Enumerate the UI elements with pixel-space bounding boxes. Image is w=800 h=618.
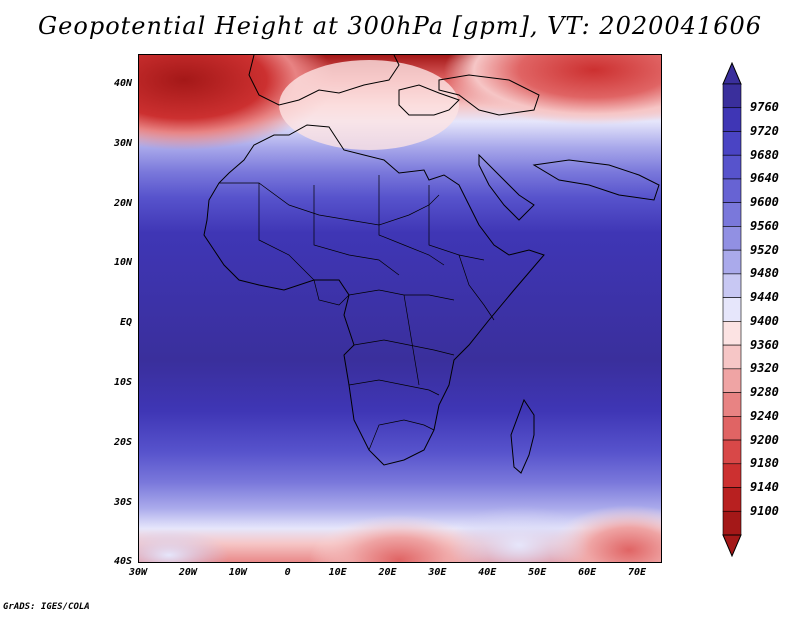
colorbar-top-arrow xyxy=(722,62,742,85)
colorbar-swatch xyxy=(722,439,742,465)
colorbar-swatch xyxy=(722,226,742,251)
colorbar-level-label: 9440 xyxy=(750,290,779,305)
colorbar-level-label: 9240 xyxy=(750,408,779,423)
lat-tick-label: 20S xyxy=(113,436,132,448)
colorbar-swatch xyxy=(722,392,742,417)
colorbar-swatch xyxy=(722,154,742,180)
coastlines xyxy=(203,55,660,474)
colorbar-level-label: 9140 xyxy=(750,480,779,495)
lat-tick-label: 30S xyxy=(113,496,132,508)
colorbar-bottom-arrow xyxy=(722,534,742,557)
colorbar-swatch xyxy=(722,178,742,203)
colorbar-swatch xyxy=(722,321,742,346)
colorbar-swatch xyxy=(722,83,742,109)
colorbar-swatch xyxy=(722,273,742,298)
lon-tick-label: 10E xyxy=(328,567,347,578)
colorbar-level-label: 9100 xyxy=(750,503,779,518)
lon-tick-label: 50E xyxy=(528,567,547,578)
colorbar-swatch xyxy=(722,368,742,393)
lon-tick-label: 30W xyxy=(128,567,148,578)
colorbar-swatch xyxy=(722,463,742,488)
country-borders xyxy=(219,175,495,451)
colorbar-swatch xyxy=(722,344,742,370)
colorbar-swatch xyxy=(722,416,742,441)
lon-tick-label: 40E xyxy=(478,567,497,578)
lat-tick-label: 20N xyxy=(113,197,132,209)
colorbar-level-label: 9360 xyxy=(750,337,779,352)
map-panel xyxy=(138,54,662,563)
lat-tick-label: 40N xyxy=(113,78,132,89)
colorbar-level-label: 9180 xyxy=(750,456,779,471)
lat-tick-label: 40S xyxy=(113,556,132,568)
geopotential-field xyxy=(139,55,661,562)
lon-tick-label: 0 xyxy=(284,567,291,578)
colorbar xyxy=(722,62,742,557)
colorbar-swatch xyxy=(722,297,742,322)
colorbar-swatch xyxy=(722,107,742,132)
colorbar-swatch xyxy=(722,249,742,275)
colorbar-level-label: 9280 xyxy=(750,385,779,400)
colorbar-swatch xyxy=(722,487,742,512)
lon-tick-label: 10W xyxy=(228,567,247,578)
lat-tick-label: 10S xyxy=(113,377,132,388)
lon-tick-label: 20E xyxy=(378,567,397,578)
lat-tick-label: 10N xyxy=(113,257,132,269)
lon-tick-label: 20W xyxy=(178,567,197,578)
colorbar-level-label: 9400 xyxy=(750,313,779,328)
colorbar-level-label: 9640 xyxy=(750,171,779,186)
lat-tick-label: EQ xyxy=(119,317,132,329)
lon-tick-label: 60E xyxy=(578,567,597,578)
colorbar-level-label: 9760 xyxy=(750,100,779,115)
footer-credit: GrADS: IGES/COLA xyxy=(3,602,90,612)
colorbar-level-label: 9680 xyxy=(750,147,779,162)
lat-tick-label: 30N xyxy=(113,137,132,149)
colorbar-level-label: 9600 xyxy=(750,195,779,210)
colorbar-level-label: 9200 xyxy=(750,432,779,447)
colorbar-level-label: 9560 xyxy=(750,218,779,233)
colorbar-level-label: 9320 xyxy=(750,361,779,376)
map-title: Geopotential Height at 300hPa [gpm], VT:… xyxy=(38,12,762,40)
colorbar-swatch xyxy=(722,202,742,227)
lon-tick-label: 30E xyxy=(428,567,447,578)
lon-tick-label: 70E xyxy=(627,567,647,578)
colorbar-swatch xyxy=(722,510,742,536)
colorbar-level-label: 9480 xyxy=(750,266,779,281)
colorbar-level-label: 9520 xyxy=(750,242,779,257)
colorbar-swatch xyxy=(722,131,742,156)
colorbar-level-label: 9720 xyxy=(750,123,779,138)
